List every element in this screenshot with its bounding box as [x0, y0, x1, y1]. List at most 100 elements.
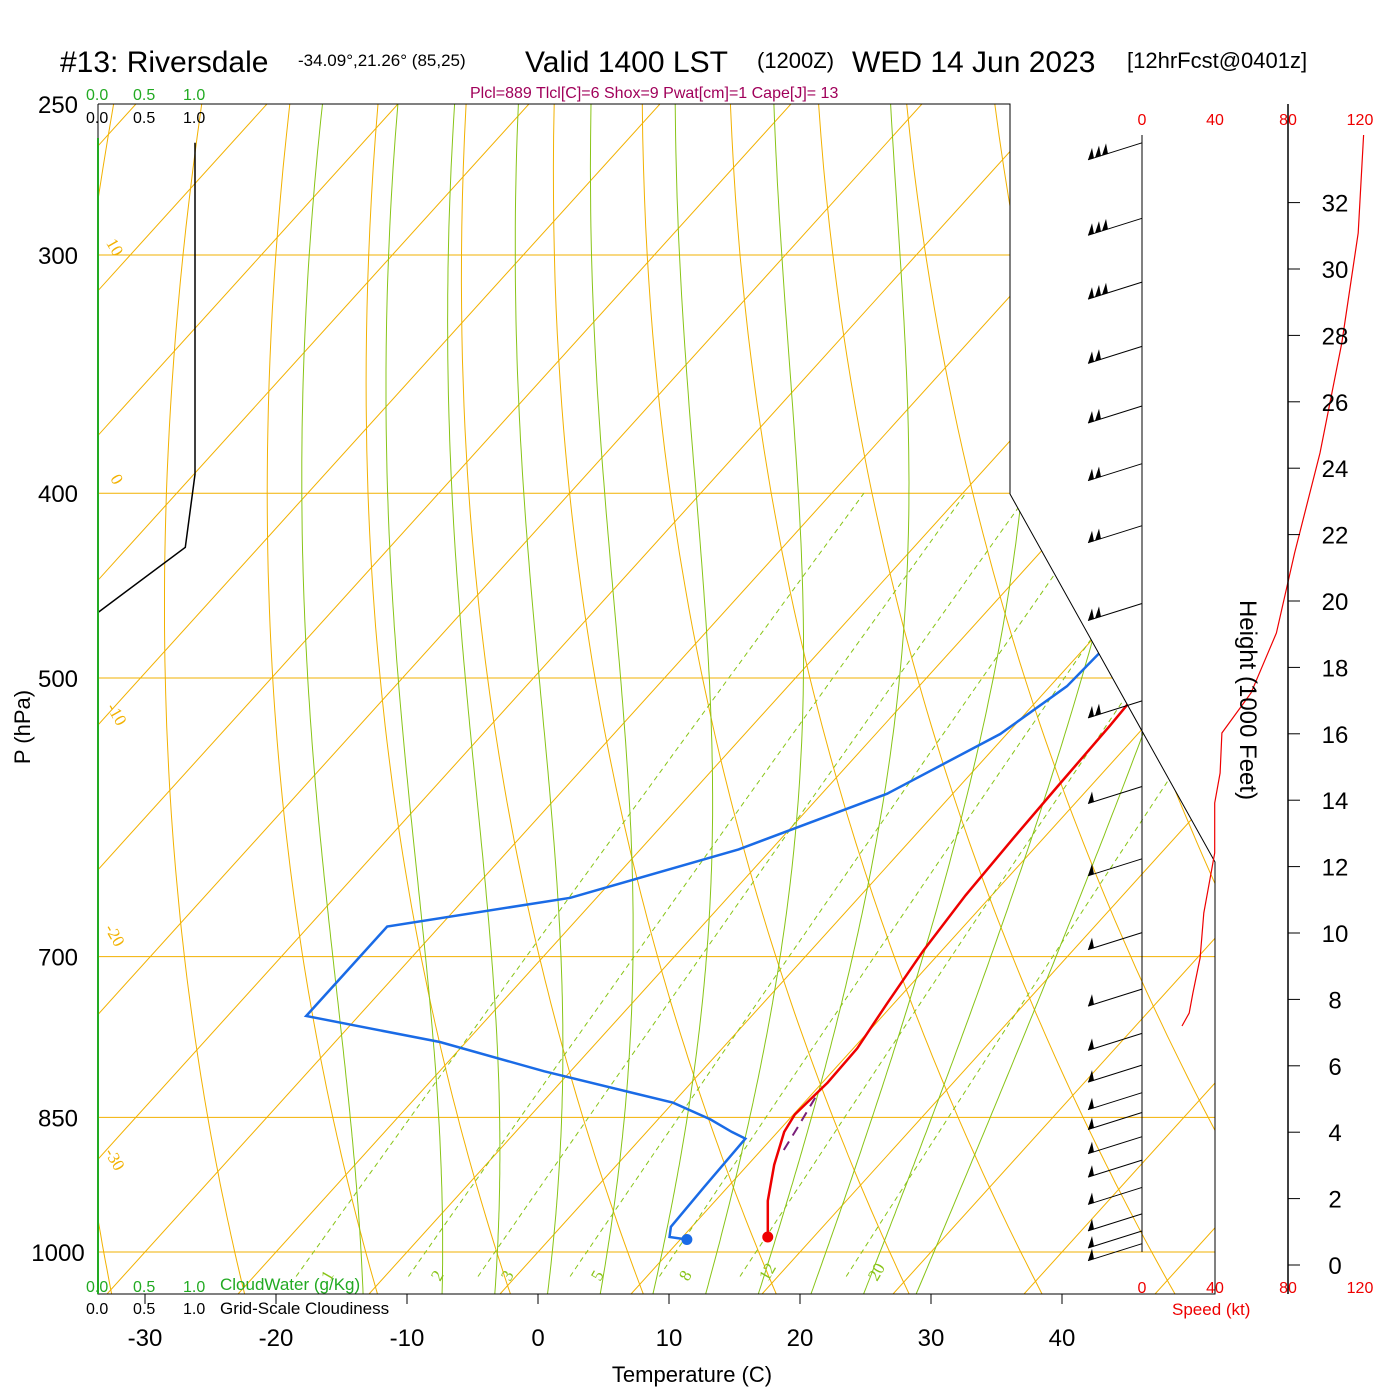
moist-adiabat-16 [703, 104, 805, 1294]
dry-adiabat-260 [266, 104, 380, 1294]
height-tick-label-16: 16 [1322, 722, 1349, 749]
wind-barb-flag-12-0 [1088, 994, 1094, 1007]
station-title: #13: Riversdale [60, 46, 268, 79]
speed-tick-bottom-40: 40 [1206, 1280, 1224, 1297]
cloudiness-label: Grid-Scale Cloudiness [220, 1299, 389, 1318]
isotherm-label--30: -30 [101, 1145, 129, 1174]
valid-time: Valid 1400 LST [525, 46, 728, 79]
pressure-tick-850: 850 [38, 1105, 78, 1132]
moist-adiabat-28 [860, 104, 1180, 1294]
pressure-tick-300: 300 [38, 243, 78, 270]
isotherm-0 [493, 104, 1215, 1294]
wind-barb-staff-20 [1087, 1213, 1143, 1232]
cloudwater-scale-bottom-0: 0.0 [86, 1279, 108, 1296]
temp-tick-label--20: -20 [259, 1325, 294, 1352]
dry-adiabat-300 [641, 104, 913, 1294]
speed-tick-bottom-120: 120 [1347, 1280, 1374, 1297]
isotherm-label-20: 20 [1105, 640, 1140, 674]
y-axis-title: P (hPa) [10, 690, 35, 764]
isotherm--50 [98, 104, 1090, 1294]
cloudiness-scale-bottom-2: 1.0 [183, 1301, 205, 1318]
mixing-ratio-label-12: 12 [755, 1260, 780, 1284]
pressure-tick-700: 700 [38, 945, 78, 972]
wind-barb-flag-1-2 [1102, 218, 1108, 231]
wind-barb-flag-20-0 [1088, 1218, 1094, 1231]
cloudwater-scale-top-1: 0.5 [133, 87, 155, 104]
temp-tick-label--30: -30 [128, 1325, 163, 1352]
mixing-ratio-label-2: 2 [427, 1267, 448, 1284]
moist-adiabat-0 [447, 104, 501, 1294]
moist-adiabat--4 [385, 104, 444, 1294]
pressure-tick-250: 250 [38, 92, 78, 119]
isotherm--80 [98, 104, 697, 1294]
height-tick-label-8: 8 [1328, 987, 1341, 1014]
wind-barb-flag-18-0 [1088, 1165, 1094, 1178]
isotherm--10 [362, 104, 1215, 1294]
cloudwater-scale-bottom-1: 0.5 [133, 1279, 155, 1296]
mixing-ratio-label-3: 3 [497, 1267, 518, 1284]
wind-barb-flag-4-1 [1095, 408, 1101, 421]
height-tick-label-6: 6 [1328, 1054, 1341, 1081]
isotherm--90 [98, 104, 566, 1294]
mixing-ratio-2 [407, 492, 967, 1277]
wind-barb-flag-0-1 [1095, 145, 1101, 158]
pressure-tick-500: 500 [38, 666, 78, 693]
mixing-ratio-3 [477, 492, 1029, 1277]
height-tick-label-24: 24 [1322, 456, 1349, 483]
wind-barb-flag-17-0 [1088, 1141, 1094, 1154]
wind-barb-flag-10-0 [1088, 863, 1094, 876]
dry-adiabat-320 [811, 104, 1179, 1294]
dewpoint-line [303, 142, 1215, 1241]
wind-barb-flag-5-0 [1088, 468, 1094, 481]
mixing-ratio-label-8: 8 [675, 1267, 696, 1284]
temp-tick-label-30: 30 [918, 1325, 945, 1352]
wind-barb-flag-2-2 [1102, 282, 1108, 295]
dry-adiabat-290 [552, 104, 780, 1294]
mixing-ratio-5 [569, 492, 1112, 1277]
wind-barb-staff-12 [1087, 988, 1143, 1007]
moist-adiabat-8 [589, 104, 634, 1294]
cloudiness-scale-top-0: 0.0 [86, 110, 108, 127]
axis-ticks: 0246810121416182022242628303225030040050… [31, 92, 1348, 1352]
dry-adiabat-310 [727, 104, 1046, 1294]
dry-adiabat-330 [893, 104, 1215, 1294]
wind-barb-flag-8-1 [1095, 703, 1101, 716]
cloudiness-scale-bottom-1: 0.5 [133, 1301, 155, 1318]
wind-barb-flag-3-1 [1095, 349, 1101, 362]
height-tick-label-4: 4 [1328, 1120, 1341, 1147]
wind-barb-flag-0-0 [1088, 147, 1094, 160]
cloudiness-scale-bottom-0: 0.0 [86, 1301, 108, 1318]
isotherm--30 [100, 104, 1215, 1294]
cloudiness-scale-top-2: 1.0 [183, 110, 205, 127]
dry-adiabat-250 [164, 104, 247, 1294]
speed-tick-bottom-0: 0 [1138, 1280, 1147, 1297]
wind-barb-flag-9-0 [1088, 791, 1094, 804]
parcel-line [780, 1097, 817, 1155]
wind-barb-staff-13 [1087, 1032, 1143, 1051]
temp-tick-label-40: 40 [1049, 1325, 1076, 1352]
cloudwater-scale-bottom-2: 1.0 [183, 1279, 205, 1296]
mixing-ratio-label-20: 20 [864, 1260, 889, 1284]
wind-barb-flag-14-0 [1088, 1070, 1094, 1083]
wind-barb-staff-10 [1087, 858, 1143, 877]
isotherm-label-0: 0 [106, 471, 127, 488]
speed-tick-top-120: 120 [1347, 112, 1374, 129]
wind-barb-flag-5-1 [1095, 466, 1101, 479]
height-tick-label-10: 10 [1322, 921, 1349, 948]
wind-barb-staff-19 [1087, 1186, 1143, 1205]
wind-barb-flag-2-1 [1095, 284, 1101, 297]
isotherm-label--20: -20 [101, 921, 129, 950]
wind-barb-flag-6-0 [1088, 530, 1094, 543]
isotherm-label-10: 10 [102, 235, 127, 259]
height-tick-label-28: 28 [1322, 323, 1349, 350]
utc-time: (1200Z) [757, 48, 834, 73]
isotherm-10 [624, 104, 1215, 1294]
cloudiness-scale-top-1: 0.5 [133, 110, 155, 127]
temp-tick-label-0: 0 [531, 1325, 544, 1352]
sounding-curves [303, 142, 1215, 1241]
dry-adiabat-360 [1141, 104, 1215, 1294]
speed-tick-top-40: 40 [1206, 112, 1224, 129]
wind-barb-flag-15-0 [1088, 1097, 1094, 1110]
speed-line [1181, 134, 1365, 1027]
